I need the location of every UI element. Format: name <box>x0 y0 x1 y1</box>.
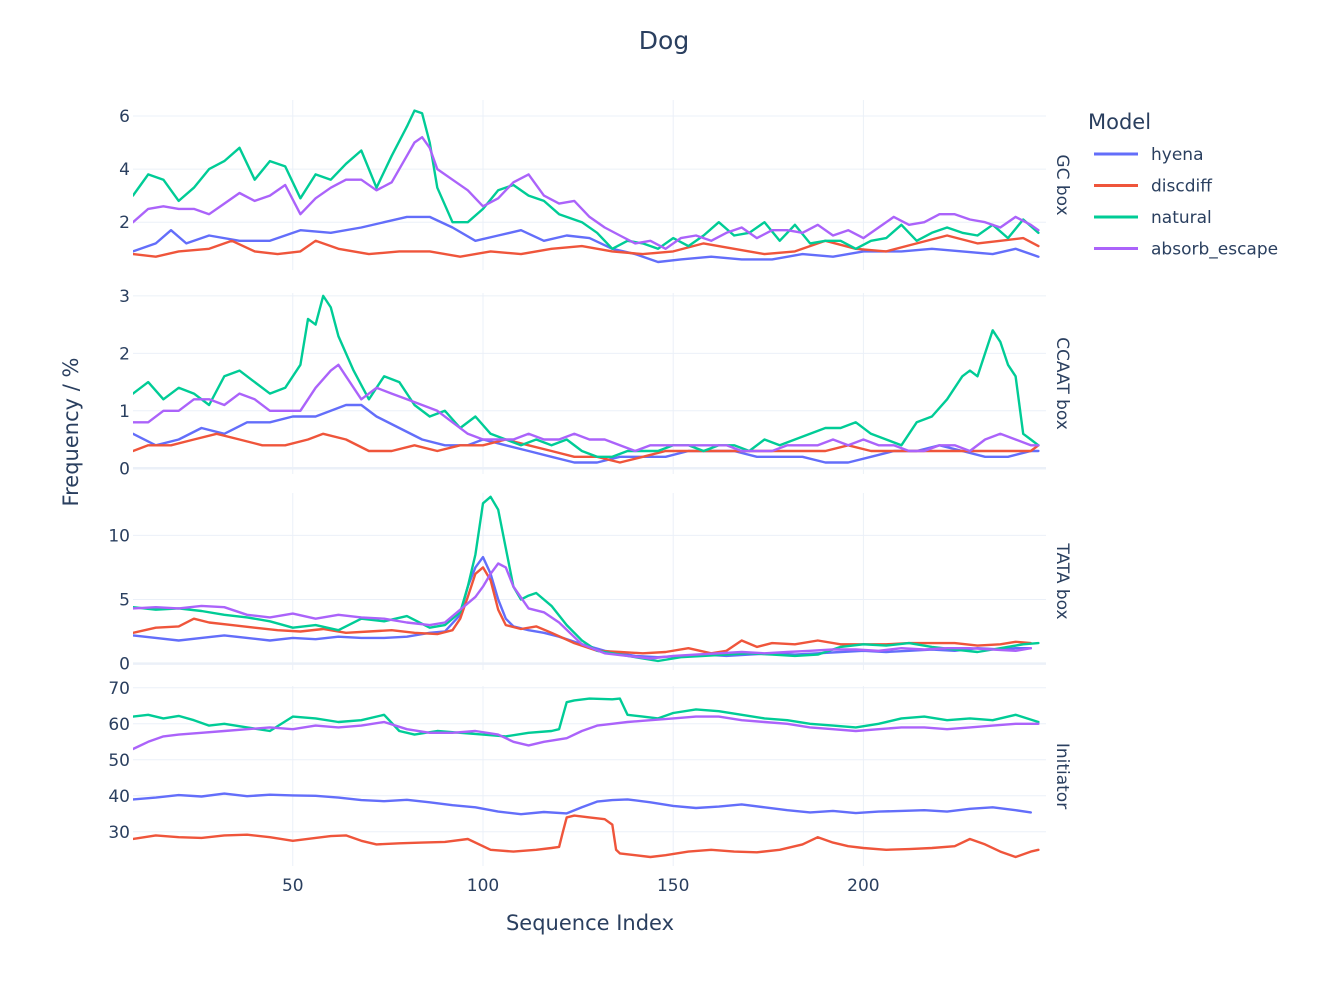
y-tick-label: 1 <box>119 402 130 422</box>
y-tick-label: 2 <box>119 344 130 364</box>
series-line-absorb_escape <box>133 135 1040 251</box>
y-tick-label: 3 <box>119 287 130 307</box>
facet-label: Initiator <box>1052 743 1072 809</box>
panel-ccaat-box: 0 1 2 3 CCAAT box <box>119 287 1072 479</box>
y-tick-label: 4 <box>119 160 130 180</box>
chart-panels: 2 4 6 GC box 0 1 2 3 CCAAT box 0 5 10 TATA box 30 40 50… <box>108 100 1072 896</box>
x-tick-label: 150 <box>657 876 689 896</box>
legend-label: hyena <box>1151 145 1204 165</box>
series-line-hyena <box>133 792 1033 816</box>
y-tick-label: 60 <box>108 715 130 735</box>
series-line-hyena <box>133 403 1040 464</box>
series-line-absorb_escape <box>133 562 1033 660</box>
series-line-natural <box>133 697 1040 738</box>
x-axis: 50 100 150 200 <box>282 876 880 896</box>
x-tick-label: 200 <box>847 876 879 896</box>
x-tick-label: 100 <box>467 876 499 896</box>
facet-label: CCAAT box <box>1052 337 1072 430</box>
series-group <box>133 109 1040 264</box>
series-line-discdiff <box>133 814 1040 859</box>
y-tick-label: 50 <box>108 751 130 771</box>
series-group <box>133 294 1040 464</box>
series-line-hyena <box>133 555 1033 659</box>
legend-title: Model <box>1088 110 1151 134</box>
facet-label: GC box <box>1052 154 1072 215</box>
series-line-natural <box>133 495 1040 663</box>
y-tick-label: 30 <box>108 823 130 843</box>
y-tick-label: 40 <box>108 787 130 807</box>
y-tick-label: 0 <box>119 459 130 479</box>
series-line-natural <box>133 109 1040 251</box>
y-tick-label: 6 <box>119 107 130 127</box>
series-line-discdiff <box>133 432 1040 464</box>
y-tick-label: 0 <box>119 655 130 675</box>
series-group <box>133 697 1040 859</box>
legend-label: discdiff <box>1151 177 1213 197</box>
panel-gc-box: 2 4 6 GC box <box>119 100 1072 270</box>
legend-label: natural <box>1151 208 1212 228</box>
panel-initiator: 30 40 50 60 70 Initiator <box>108 679 1072 866</box>
legend-items: hyena discdiff natural absorb_escape <box>1094 145 1278 260</box>
legend: Model hyena discdiff natural absorb_escape <box>1088 110 1278 260</box>
y-axis-title: Frequency / % <box>59 358 83 507</box>
series-group <box>133 495 1040 663</box>
legend-label: absorb_escape <box>1151 240 1278 260</box>
panel-tata-box: 0 5 10 TATA box <box>108 493 1072 675</box>
y-tick-label: 10 <box>108 526 130 546</box>
facet-label: TATA box <box>1052 542 1072 619</box>
series-line-discdiff <box>133 234 1040 258</box>
chart-title: Dog <box>639 26 689 55</box>
y-tick-label: 5 <box>119 590 130 610</box>
y-tick-label: 2 <box>119 213 130 233</box>
legend-item-absorb_escape[interactable]: absorb_escape <box>1094 240 1278 260</box>
x-axis-title: Sequence Index <box>506 911 674 935</box>
legend-item-hyena[interactable]: hyena <box>1094 145 1204 165</box>
legend-item-discdiff[interactable]: discdiff <box>1094 177 1213 197</box>
series-line-absorb_escape <box>133 715 1040 751</box>
series-line-absorb_escape <box>133 363 1040 453</box>
series-line-hyena <box>133 215 1040 264</box>
legend-item-natural[interactable]: natural <box>1094 208 1212 228</box>
series-line-natural <box>133 294 1040 458</box>
y-tick-label: 70 <box>108 679 130 699</box>
x-tick-label: 50 <box>282 876 304 896</box>
